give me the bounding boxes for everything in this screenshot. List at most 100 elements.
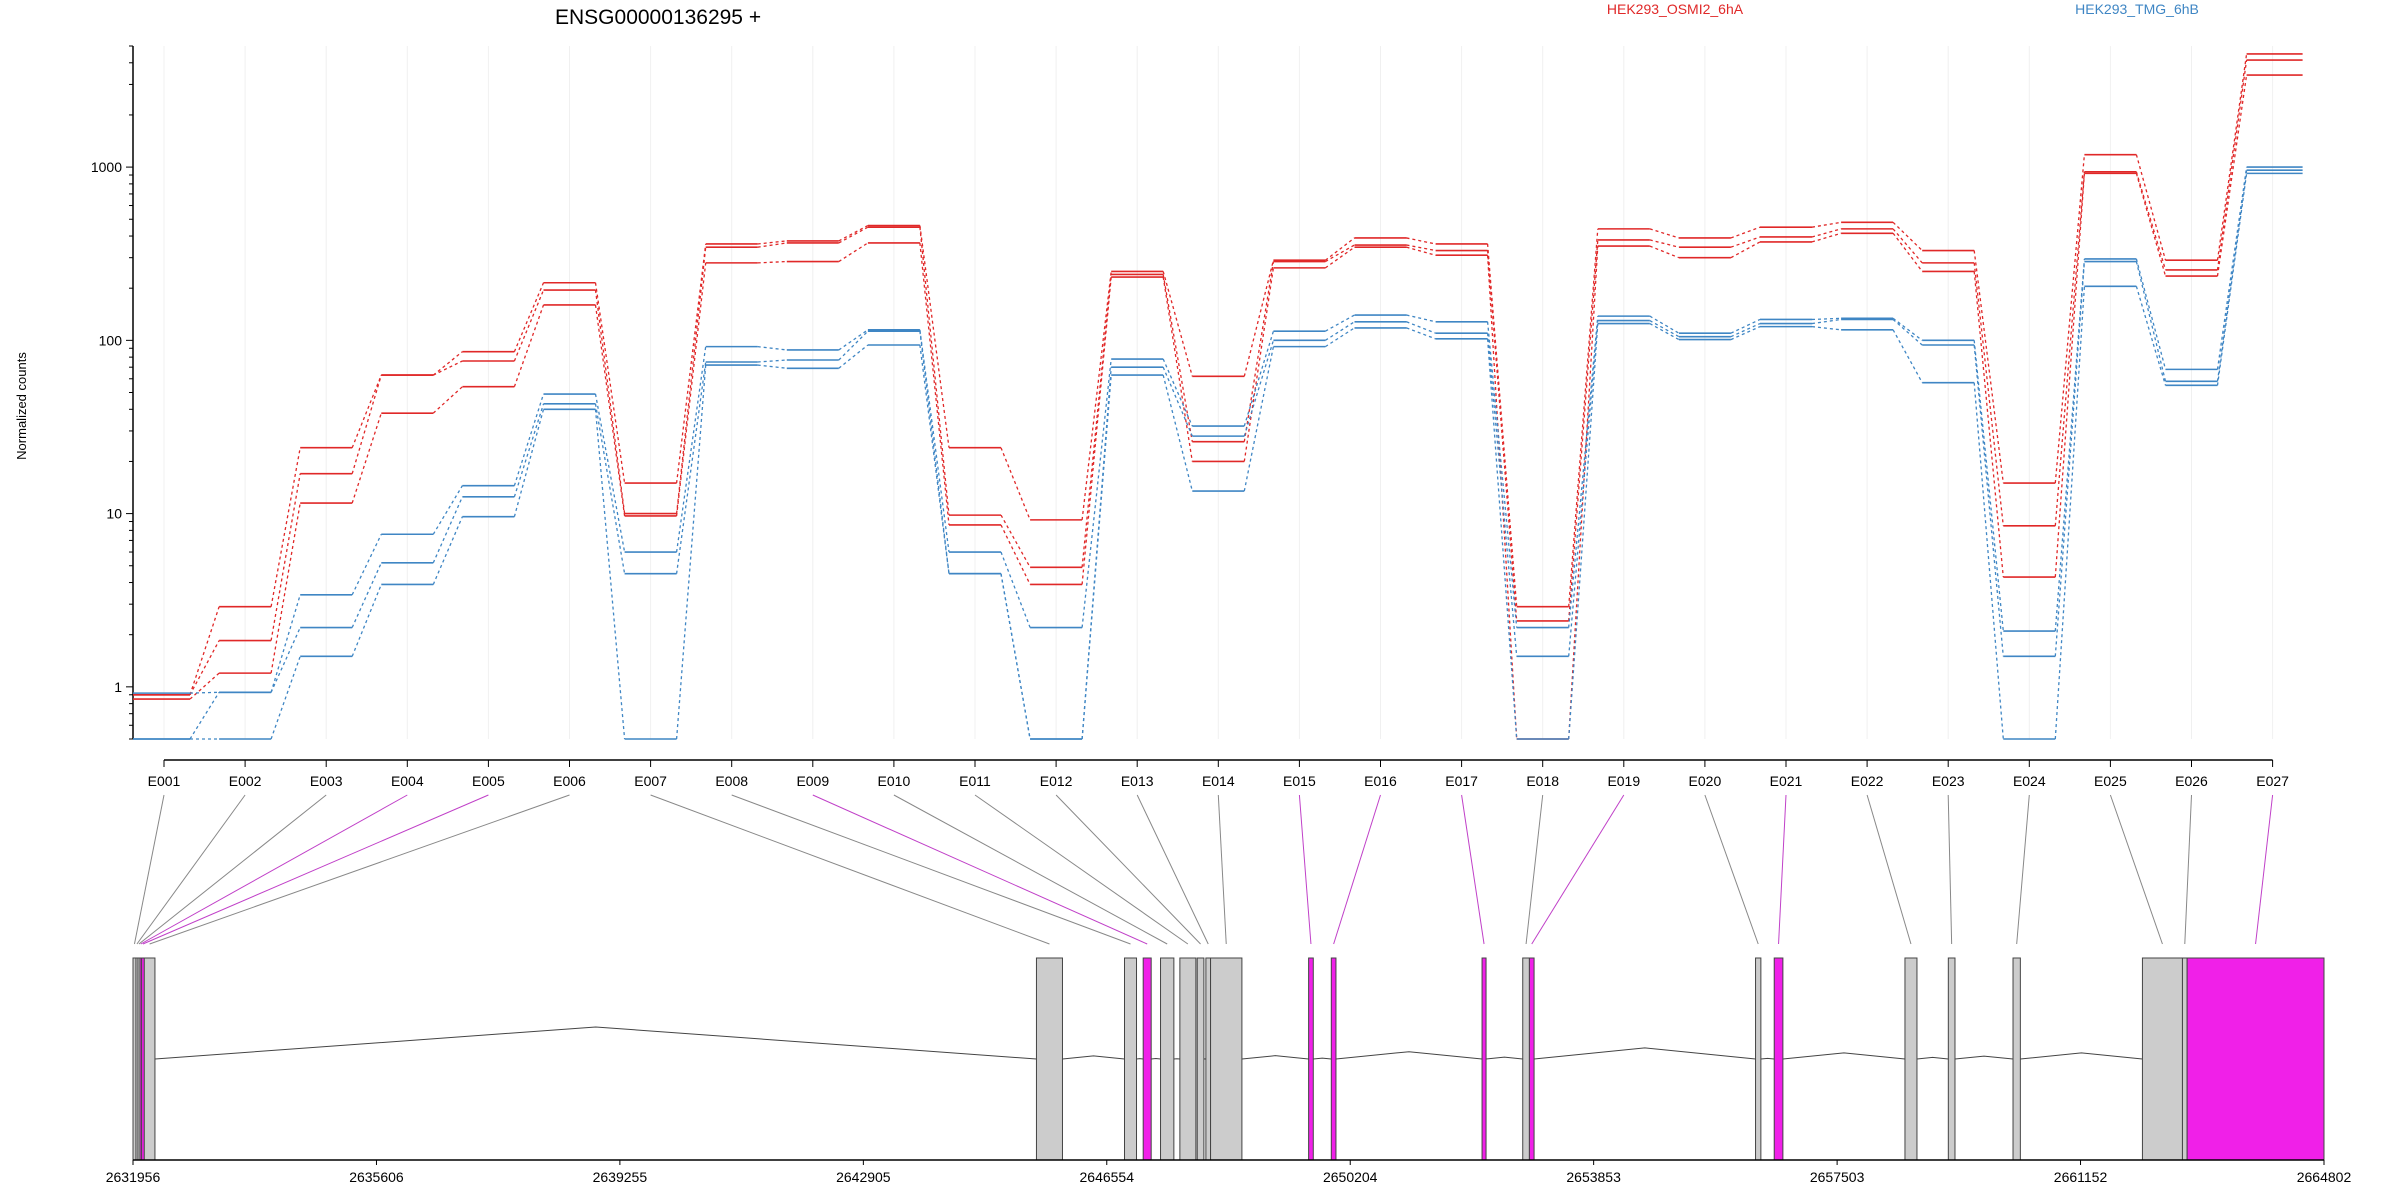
series-connector (1568, 323, 1599, 740)
intron-line (154, 1026, 1037, 1060)
genomic-tick-label: 2631956 (106, 1169, 161, 1185)
intron-line (1916, 1056, 1949, 1060)
series-connector (1486, 338, 1518, 740)
exon-box (1205, 957, 1212, 1161)
x-tick-label: E026 (2175, 773, 2208, 789)
series-connector (1973, 344, 2004, 657)
series-connector (270, 656, 301, 740)
series-connector (919, 242, 950, 526)
exon-connector-line (1461, 794, 1485, 945)
series-connector (2135, 173, 2167, 277)
series-connector (1000, 573, 1031, 740)
series-connector (2135, 154, 2167, 261)
series-connector (1568, 320, 1599, 657)
series-connector (1811, 221, 1842, 228)
series-connector (1973, 250, 2004, 484)
intron-line (1782, 1052, 1906, 1060)
exon-connector-line (1947, 794, 1953, 945)
series-connector (1000, 524, 1031, 585)
series-3 (133, 74, 2303, 740)
series-connector (675, 262, 707, 516)
exon-connector-line (1217, 794, 1227, 945)
x-tick-label: E023 (1932, 773, 1965, 789)
genomic-tick-label: 2664802 (2297, 1169, 2352, 1185)
series-connector (1243, 330, 1275, 427)
series-connector (351, 412, 382, 504)
series-connector (1892, 228, 1923, 264)
series-connector (757, 260, 787, 264)
y-tick-label: 1000 (91, 159, 122, 175)
exon-box (1330, 957, 1337, 1161)
genomic-tick-label: 2657503 (1810, 1169, 1865, 1185)
series-connector (919, 227, 950, 516)
series-connector (1568, 228, 1599, 607)
series-connector (1486, 250, 1518, 622)
series-connector (594, 282, 626, 484)
series-connector (838, 329, 869, 351)
intron-line (1954, 1055, 2014, 1060)
series-connector (1406, 246, 1436, 256)
y-tick-label: 1 (114, 679, 122, 695)
intron-line (2020, 1052, 2143, 1060)
x-tick-label: E014 (1202, 773, 1235, 789)
series-connector (1730, 226, 1761, 239)
series-connector (1081, 276, 1112, 585)
exon-connector-line (2016, 794, 2030, 945)
exon-connector-line (142, 794, 489, 945)
series-connector (351, 584, 382, 657)
series-connector (2054, 154, 2086, 484)
series-connector (1892, 232, 1923, 272)
series-lines (133, 53, 2303, 740)
series-connector (1730, 241, 1761, 259)
exon-connector-line (1055, 794, 1201, 945)
series-connector (838, 226, 869, 244)
series-connector (1649, 239, 1680, 248)
series-connector (1000, 551, 1031, 628)
gene-model: 2631956 2635606 2639255 2642905 2646554 26502… (106, 957, 2352, 1185)
x-tick-label: E025 (2094, 773, 2127, 789)
exon-box (1196, 957, 1205, 1161)
series-connector (189, 691, 220, 694)
series-connector (351, 562, 382, 628)
series-connector (2216, 74, 2248, 277)
series-connector (1973, 382, 2004, 740)
series-2 (133, 59, 2303, 696)
series-connector (1406, 237, 1436, 245)
exon-connector-line (1866, 794, 1912, 945)
exon-connector-line (1778, 794, 1787, 945)
series-connector (1325, 314, 1355, 332)
exon-connector-line (1136, 794, 1209, 945)
exon-box (1210, 957, 1243, 1161)
series-connector (1081, 375, 1112, 740)
x-tick-label: E005 (472, 773, 505, 789)
y-axis-label: Normalized counts (14, 352, 29, 460)
exon-box (2141, 957, 2183, 1161)
genomic-tick-label: 2635606 (349, 1169, 404, 1185)
x-tick-label: E002 (229, 773, 262, 789)
exon-box (2181, 957, 2188, 1161)
series-connector (1406, 321, 1436, 334)
series-connector (1081, 271, 1112, 520)
series-connector (2054, 258, 2086, 632)
exon-box (1773, 957, 1784, 1161)
x-tick-label: E019 (1607, 773, 1640, 789)
x-tick-label: E016 (1364, 773, 1397, 789)
series-connector (838, 224, 869, 242)
exon-connectors (133, 794, 2274, 945)
series-connector (2216, 53, 2248, 261)
exon-box (2012, 957, 2021, 1161)
exon-box (1947, 957, 1956, 1161)
x-tick-label: E006 (553, 773, 586, 789)
series-connector (757, 364, 787, 369)
series-connector (351, 374, 382, 474)
exon-box (1142, 957, 1152, 1161)
series-connector (433, 360, 463, 376)
series-connector (432, 496, 463, 564)
x-tick-label: E009 (796, 773, 829, 789)
intron-line (1534, 1047, 1756, 1060)
series-connector (1162, 374, 1193, 492)
intron-line (1335, 1051, 1483, 1060)
series-connector (1000, 514, 1031, 568)
exon-connector-line (1333, 794, 1381, 945)
